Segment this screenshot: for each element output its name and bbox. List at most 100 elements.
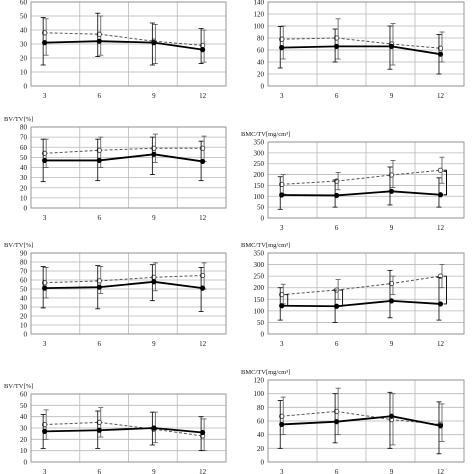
y-tick-label: 30 xyxy=(20,304,28,312)
data-point-filled xyxy=(42,428,48,434)
y-tick-label: 100 xyxy=(254,193,265,201)
x-tick-label: 3 xyxy=(43,92,47,100)
plot-frame xyxy=(267,1,465,87)
y-tick-label: 50 xyxy=(257,204,265,212)
series-line-solid xyxy=(281,415,441,427)
y-tick-label: 250 xyxy=(254,160,265,168)
series-line-solid xyxy=(281,300,441,308)
y-tick-label: 20 xyxy=(20,313,28,321)
y-tick-label: 50 xyxy=(20,402,28,410)
plot-frame xyxy=(30,393,227,463)
x-tick-label: 9 xyxy=(152,92,156,100)
y-tick-label: 60 xyxy=(257,418,265,426)
data-point-open xyxy=(199,272,206,279)
plot-frame xyxy=(267,141,465,219)
y-tick-label: 60 xyxy=(20,144,28,152)
data-point-filled xyxy=(96,38,102,44)
significance-bracket xyxy=(443,275,447,305)
plot-frame xyxy=(267,379,465,463)
data-point-filled xyxy=(334,419,340,425)
data-point-filled xyxy=(279,421,285,428)
data-point-filled xyxy=(437,51,444,57)
y-tick-label: 30 xyxy=(20,41,28,49)
data-point-filled xyxy=(151,40,157,46)
y-tick-label: 60 xyxy=(257,47,265,55)
y-tick-label: 40 xyxy=(257,59,265,67)
y-tick-label: 120 xyxy=(254,377,265,385)
y-tick-label: 50 xyxy=(20,286,28,294)
y-tick-label: 10 xyxy=(20,194,28,202)
x-tick-label: 3 xyxy=(43,340,47,348)
data-point-filled xyxy=(279,45,285,51)
x-tick-label: 6 xyxy=(98,214,102,222)
y-tick-label: 0 xyxy=(24,459,28,467)
series-line-solid xyxy=(44,153,203,163)
series-line-solid xyxy=(44,427,203,434)
y-tick-label: 350 xyxy=(254,139,265,147)
data-point-filled xyxy=(334,303,340,309)
y-tick-label: 20 xyxy=(20,55,28,63)
x-tick-label: 9 xyxy=(152,214,156,222)
data-point-open xyxy=(151,145,157,151)
plot-frame xyxy=(30,1,227,87)
y-tick-label: 0 xyxy=(261,459,265,467)
x-tick-label: 6 xyxy=(335,92,339,100)
data-point-filled xyxy=(334,192,340,199)
y-axis-label: BV/TV[%] xyxy=(4,383,33,390)
data-point-filled xyxy=(279,192,285,198)
series-line-dashed xyxy=(44,275,203,284)
y-tick-label: 300 xyxy=(254,261,265,269)
significance-bracket xyxy=(443,169,447,196)
data-point-filled xyxy=(200,47,206,53)
y-tick-label: 60 xyxy=(20,391,28,399)
y-axis-label: BV/TV[%] xyxy=(4,242,33,249)
data-point-filled xyxy=(42,285,48,291)
series-line-dashed xyxy=(44,421,203,437)
plot-frame xyxy=(30,252,227,335)
y-tick-label: 40 xyxy=(20,413,28,421)
y-tick-label: 200 xyxy=(254,284,265,292)
y-tick-label: 100 xyxy=(254,307,265,315)
x-tick-label: 3 xyxy=(280,92,284,100)
x-tick-label: 9 xyxy=(390,224,394,232)
data-point-open xyxy=(437,167,444,173)
y-tick-label: 150 xyxy=(254,296,265,304)
y-axis-label: BMC/TV[mg/cm³] xyxy=(241,242,290,249)
y-tick-label: 30 xyxy=(20,425,28,433)
data-point-filled xyxy=(96,427,102,433)
y-tick-label: 0 xyxy=(24,83,28,91)
x-tick-label: 12 xyxy=(437,224,445,232)
x-tick-label: 3 xyxy=(280,224,284,232)
y-tick-label: 40 xyxy=(20,295,28,303)
y-tick-label: 50 xyxy=(20,154,28,162)
y-tick-label: 0 xyxy=(261,331,265,339)
y-tick-label: 60 xyxy=(20,277,28,285)
y-tick-label: 250 xyxy=(254,273,265,281)
series-line-dashed xyxy=(281,410,441,425)
x-tick-label: 6 xyxy=(98,468,102,474)
series-line-dashed xyxy=(44,32,203,46)
x-tick-label: 6 xyxy=(98,340,102,348)
data-point-filled xyxy=(200,429,206,436)
significance-bracket xyxy=(284,294,289,307)
series-line-dashed xyxy=(44,147,203,154)
data-point-filled xyxy=(388,413,395,419)
x-tick-label: 9 xyxy=(152,340,156,348)
series-line-dashed xyxy=(281,37,441,49)
y-tick-label: 10 xyxy=(20,322,28,330)
y-tick-label: 40 xyxy=(257,431,265,439)
data-point-filled xyxy=(151,151,157,157)
x-tick-label: 3 xyxy=(280,468,284,474)
y-tick-label: 80 xyxy=(257,404,265,412)
x-tick-label: 12 xyxy=(199,92,207,100)
y-tick-label: 50 xyxy=(257,319,265,327)
y-tick-label: 20 xyxy=(20,184,28,192)
y-tick-label: 10 xyxy=(20,69,28,77)
y-tick-label: 120 xyxy=(254,11,265,19)
y-tick-label: 10 xyxy=(20,447,28,455)
